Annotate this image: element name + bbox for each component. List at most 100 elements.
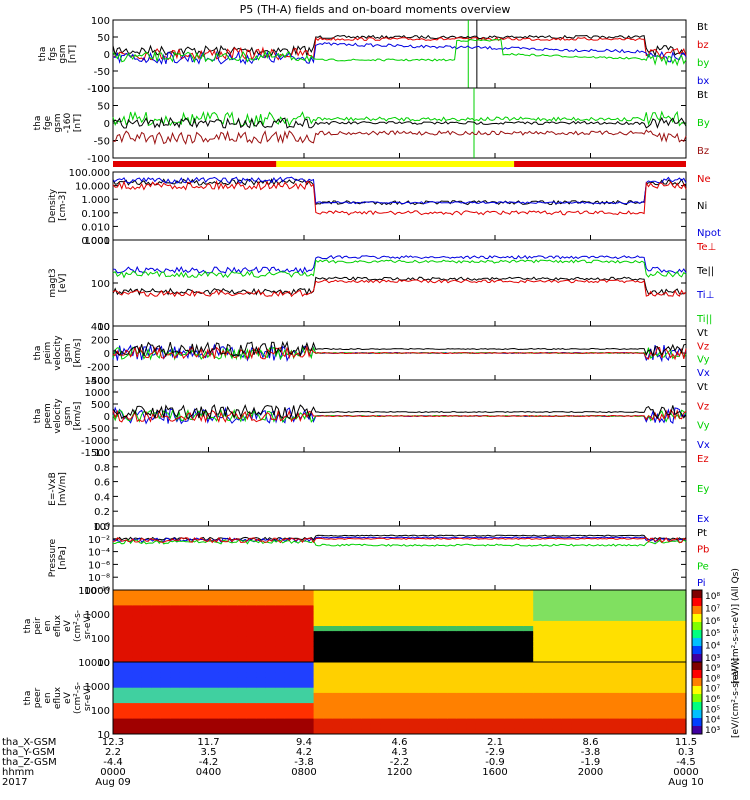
- heatmap-cell: [390, 590, 401, 596]
- heatmap-cell: [666, 687, 677, 694]
- heatmap-cell: [428, 708, 439, 714]
- heatmap-cell: [275, 595, 286, 601]
- heatmap-cell: [619, 713, 630, 719]
- heatmap-cell: [227, 718, 238, 725]
- heatmap-cell: [581, 708, 592, 714]
- heatmap-cell: [447, 600, 458, 606]
- heatmap-cell: [380, 728, 391, 735]
- heatmap-cell: [342, 615, 353, 622]
- heatmap-cell: [485, 672, 496, 678]
- heatmap-cell: [265, 728, 276, 735]
- heatmap-cell: [275, 620, 286, 627]
- heatmap-cell: [361, 662, 372, 668]
- x-tick-label: 0000: [673, 767, 698, 778]
- heatmap-cell: [179, 600, 190, 606]
- heatmap-cell: [208, 698, 219, 704]
- series-Te-perp: [112, 279, 687, 298]
- heatmap-cell: [552, 682, 563, 689]
- y-axis-label: tha: [23, 691, 33, 706]
- heatmap-cell: [380, 667, 391, 673]
- heatmap-cell: [590, 646, 601, 653]
- heatmap-cell: [628, 605, 639, 611]
- heatmap-cell: [542, 651, 553, 658]
- heatmap-cell: [113, 677, 124, 683]
- y-axis-label: gsm: [63, 343, 73, 362]
- heatmap-cell: [370, 605, 381, 611]
- heatmap-cell: [647, 610, 658, 617]
- heatmap-cell: [304, 605, 315, 611]
- heatmap-cell: [437, 610, 448, 617]
- heatmap-cell: [284, 718, 295, 725]
- heatmap-cell: [475, 662, 486, 668]
- heatmap-cell: [342, 713, 353, 719]
- heatmap-cell: [113, 698, 124, 704]
- heatmap-cell: [447, 703, 458, 709]
- heatmap-cell: [265, 687, 276, 694]
- heatmap-cell: [600, 656, 611, 663]
- heatmap-cell: [380, 677, 391, 683]
- heatmap-cell: [437, 713, 448, 719]
- heatmap-cell: [581, 636, 592, 642]
- x-tick-label: 3.5: [201, 747, 217, 758]
- series-Vz: [112, 409, 687, 424]
- heatmap-cell: [475, 615, 486, 622]
- heatmap-cell: [495, 713, 506, 719]
- heatmap-cell: [265, 636, 276, 642]
- heatmap-cell: [332, 692, 343, 699]
- heatmap-cell: [332, 677, 343, 683]
- heatmap-cell: [208, 636, 219, 642]
- heatmap-cell: [313, 646, 324, 653]
- heatmap-cell: [265, 631, 276, 637]
- heatmap-cell: [542, 631, 553, 637]
- heatmap-cell: [189, 703, 200, 709]
- heatmap-cell: [485, 682, 496, 689]
- heatmap-cell: [160, 590, 171, 596]
- heatmap-cell: [141, 723, 152, 730]
- y-tick-label: 400: [91, 322, 110, 333]
- heatmap-cell: [399, 626, 410, 632]
- heatmap-cell: [456, 698, 467, 704]
- heatmap-cell: [351, 631, 362, 637]
- heatmap-cell: [475, 728, 486, 735]
- heatmap-cell: [275, 698, 286, 704]
- heatmap-cell: [189, 718, 200, 725]
- heatmap-cell: [361, 713, 372, 719]
- heatmap-cell: [151, 620, 162, 627]
- heatmap-cell: [370, 641, 381, 647]
- legend-Pt: Pt: [697, 528, 707, 539]
- heatmap-cell: [581, 723, 592, 730]
- heatmap-cell: [561, 667, 572, 673]
- heatmap-cell: [628, 713, 639, 719]
- heatmap-cell: [456, 682, 467, 689]
- heatmap-cell: [141, 656, 152, 663]
- heatmap-cell: [409, 703, 420, 709]
- heatmap-cell: [332, 656, 343, 663]
- heatmap-cell: [132, 646, 143, 653]
- heatmap-cell: [179, 728, 190, 735]
- heatmap-cell: [561, 595, 572, 601]
- heatmap-cell: [256, 692, 267, 699]
- heatmap-cell: [237, 651, 248, 658]
- y-axis-label: velocity: [53, 335, 63, 371]
- series-Bt: [112, 116, 687, 129]
- heatmap-cell: [428, 641, 439, 647]
- heatmap-cell: [313, 595, 324, 601]
- heatmap-cell: [504, 677, 515, 683]
- heatmap-cell: [533, 605, 544, 611]
- heatmap-cell: [189, 682, 200, 689]
- heatmap-cell: [351, 636, 362, 642]
- heatmap-cell: [361, 631, 372, 637]
- heatmap-cell: [313, 677, 324, 683]
- heatmap-cell: [198, 677, 209, 683]
- heatmap-cell: [542, 672, 553, 678]
- heatmap-cell: [227, 698, 238, 704]
- heatmap-cell: [227, 620, 238, 627]
- heatmap-cell: [437, 641, 448, 647]
- heatmap-cell: [485, 651, 496, 658]
- heatmap-cell: [609, 590, 620, 596]
- heatmap-cell: [666, 713, 677, 719]
- heatmap-cell: [628, 662, 639, 668]
- heatmap-cell: [208, 610, 219, 617]
- heatmap-cell: [361, 718, 372, 725]
- heatmap-cell: [170, 723, 181, 730]
